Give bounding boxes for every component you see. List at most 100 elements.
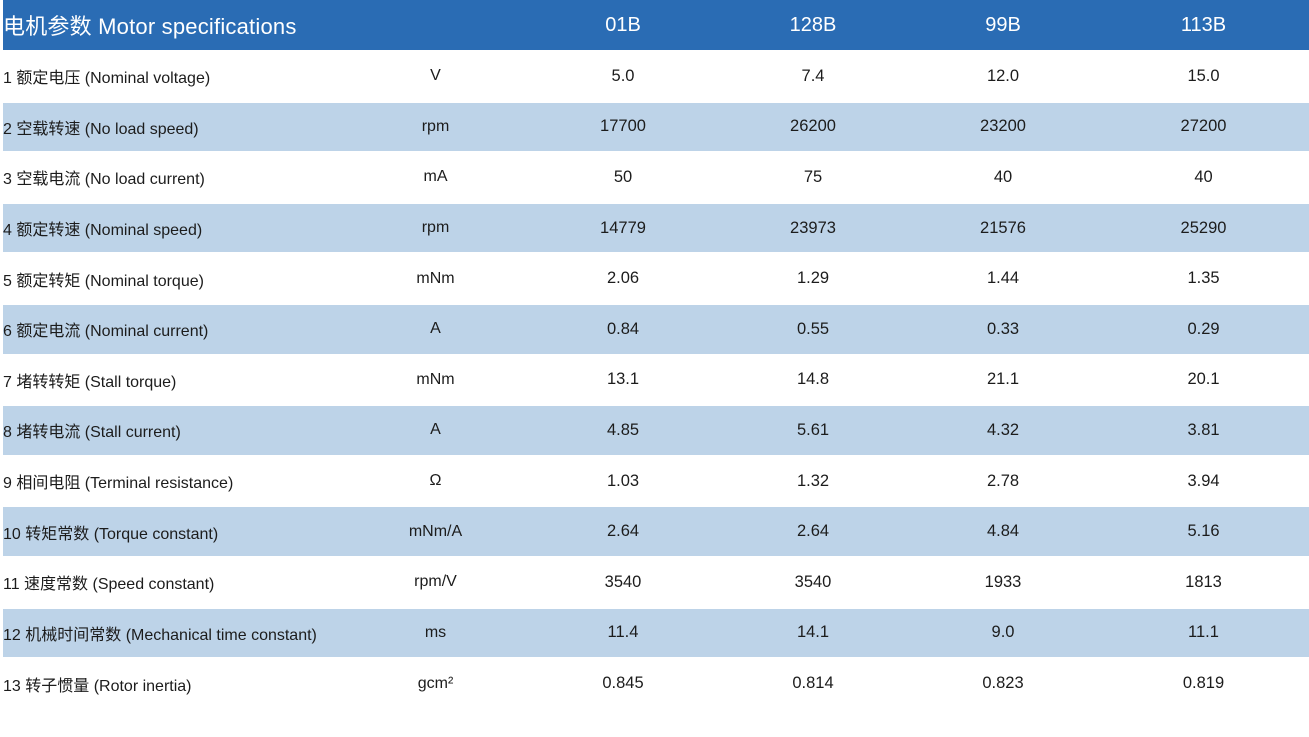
spec-row: 7 堵转转矩 (Stall torque) mNm 13.1 14.8 21.1 20.1: [3, 354, 1309, 407]
spec-row: 13 转子惯量 (Rotor inertia) gcm² 0.845 0.814 0.8…: [3, 658, 1309, 709]
spec-label: 13 转子惯量 (Rotor inertia): [3, 677, 192, 695]
spec-value: 0.55: [718, 303, 908, 356]
spec-label: 1 额定电压 (Nominal voltage): [3, 51, 343, 103]
spec-value: 1933: [908, 556, 1098, 609]
spec-value: 1813: [1098, 556, 1309, 609]
spec-value: 11.4: [528, 607, 718, 660]
spec-row: 1 额定电压 (Nominal voltage) V 5.0 7.4 12.0 15.0: [3, 51, 1309, 103]
column-header-99b: 99B: [908, 0, 1098, 52]
spec-value: 40: [908, 152, 1098, 204]
table-title: 电机参数 Motor specifications: [3, 0, 343, 52]
spec-unit: mNm/A: [343, 506, 528, 558]
spec-unit: gcm²: [417, 674, 454, 692]
spec-value: 0.29: [1098, 303, 1309, 356]
spec-unit: rpm/V: [343, 556, 528, 609]
spec-value: 40: [1098, 152, 1309, 204]
unit-column-header: [343, 0, 528, 52]
spec-value: 3540: [718, 556, 908, 609]
spec-row: 9 相间电阻 (Terminal resistance) Ω 1.03 1.32 2.7…: [3, 455, 1309, 508]
spec-value: 3.94: [1098, 455, 1309, 508]
spec-unit: ms: [343, 607, 528, 660]
spec-value: 0.33: [908, 303, 1098, 356]
spec-value: 12.0: [908, 51, 1098, 103]
spec-value: 0.814: [792, 674, 834, 693]
spec-row: 8 堵转电流 (Stall current) A 4.85 5.61 4.32 3.81: [3, 405, 1309, 457]
table-header-row: 电机参数 Motor specifications 01B 128B 99B 113B: [3, 0, 1309, 52]
spec-value: 1.44: [908, 253, 1098, 305]
spec-value: 20.1: [1098, 354, 1309, 407]
spec-value: 15.0: [1098, 51, 1309, 103]
spec-unit: A: [343, 405, 528, 457]
spec-value: 11.1: [1098, 607, 1309, 660]
spec-value: 2.64: [718, 506, 908, 558]
spec-unit: A: [343, 303, 528, 356]
spec-value: 14779: [528, 202, 718, 255]
spec-value: 26200: [718, 101, 908, 154]
spec-unit: mNm: [343, 354, 528, 407]
spec-label: 2 空载转速 (No load speed): [3, 101, 343, 154]
spec-value: 2.06: [528, 253, 718, 305]
spec-unit: rpm: [343, 101, 528, 154]
spec-label: 3 空载电流 (No load current): [3, 152, 343, 204]
spec-value: 1.03: [528, 455, 718, 508]
spec-label: 8 堵转电流 (Stall current): [3, 405, 343, 457]
spec-value: 3.81: [1098, 405, 1309, 457]
spec-value: 5.61: [718, 405, 908, 457]
spec-label: 9 相间电阻 (Terminal resistance): [3, 455, 343, 508]
spec-row: 10 转矩常数 (Torque constant) mNm/A 2.64 2.64 4.…: [3, 506, 1309, 558]
spec-value: 13.1: [528, 354, 718, 407]
spec-label: 6 额定电流 (Nominal current): [3, 303, 343, 356]
spec-value: 4.84: [908, 506, 1098, 558]
spec-unit: Ω: [343, 455, 528, 508]
spec-unit: mNm: [343, 253, 528, 305]
spec-label: 11 速度常数 (Speed constant): [3, 556, 343, 609]
spec-value: 9.0: [908, 607, 1098, 660]
spec-row: 11 速度常数 (Speed constant) rpm/V 3540 3540 193…: [3, 556, 1309, 609]
spec-value: 21.1: [908, 354, 1098, 407]
spec-value: 1.35: [1098, 253, 1309, 305]
spec-value: 4.32: [908, 405, 1098, 457]
spec-value: 1.29: [718, 253, 908, 305]
spec-label: 5 额定转矩 (Nominal torque): [3, 253, 343, 305]
column-header-01b: 01B: [528, 0, 718, 52]
spec-value: 2.78: [908, 455, 1098, 508]
spec-value: 0.823: [982, 674, 1024, 693]
spec-row: 5 额定转矩 (Nominal torque) mNm 2.06 1.29 1.44 1.…: [3, 253, 1309, 305]
spec-value: 17700: [528, 101, 718, 154]
spec-value: 75: [718, 152, 908, 204]
spec-value: 25290: [1098, 202, 1309, 255]
spec-value: 2.64: [528, 506, 718, 558]
spec-value: 27200: [1098, 101, 1309, 154]
spec-value: 0.845: [602, 674, 644, 693]
column-header-128b: 128B: [718, 0, 908, 52]
spec-label: 4 额定转速 (Nominal speed): [3, 202, 343, 255]
spec-value: 23973: [718, 202, 908, 255]
spec-value: 0.819: [1182, 674, 1225, 693]
spec-value: 21576: [908, 202, 1098, 255]
spec-value: 14.8: [718, 354, 908, 407]
spec-value: 14.1: [718, 607, 908, 660]
column-header-113b: 113B: [1098, 0, 1309, 52]
spec-value: 0.84: [528, 303, 718, 356]
spec-label: 12 机械时间常数 (Mechanical time constant): [3, 607, 343, 660]
spec-value: 4.85: [528, 405, 718, 457]
spec-row: 6 额定电流 (Nominal current) A 0.84 0.55 0.33 0.2…: [3, 303, 1309, 356]
spec-value: 5.16: [1098, 506, 1309, 558]
spec-value: 1.32: [718, 455, 908, 508]
spec-unit: V: [343, 51, 528, 103]
spec-value: 5.0: [528, 51, 718, 103]
spec-value: 23200: [908, 101, 1098, 154]
spec-row: 3 空载电流 (No load current) mA 50 75 40 40: [3, 152, 1309, 204]
spec-unit: mA: [343, 152, 528, 204]
spec-row: 2 空载转速 (No load speed) rpm 17700 26200 23200…: [3, 101, 1309, 154]
spec-value: 7.4: [718, 51, 908, 103]
spec-value: 50: [528, 152, 718, 204]
spec-unit: rpm: [343, 202, 528, 255]
spec-row: 12 机械时间常数 (Mechanical time constant) ms 11…: [3, 607, 1309, 660]
spec-value: 3540: [528, 556, 718, 609]
spec-label: 10 转矩常数 (Torque constant): [3, 506, 343, 558]
spec-label: 7 堵转转矩 (Stall torque): [3, 354, 343, 407]
spec-row: 4 额定转速 (Nominal speed) rpm 14779 23973 21576…: [3, 202, 1309, 255]
motor-specifications-table: 电机参数 Motor specifications 01B 128B 99B 113B…: [3, 0, 1309, 709]
